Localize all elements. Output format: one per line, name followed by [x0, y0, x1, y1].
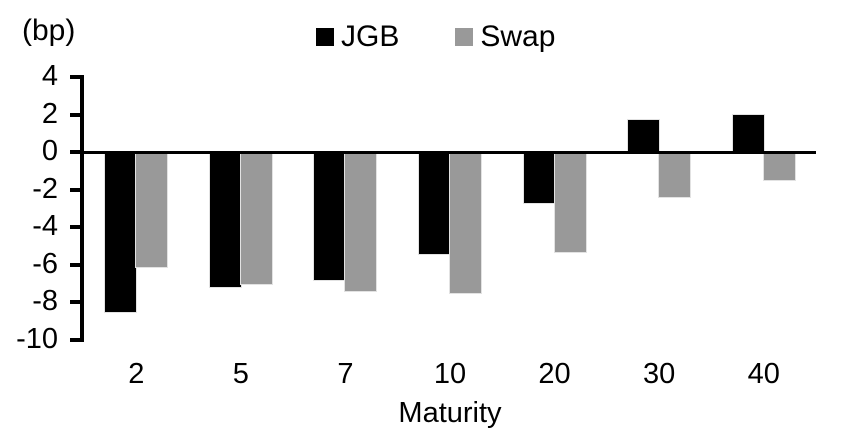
bar-jgb-20	[522, 151, 556, 204]
x-tick-label: 20	[538, 358, 571, 390]
bar-jgb-2	[104, 151, 138, 313]
x-tick-label: 7	[337, 358, 354, 390]
bar-jgb-30	[627, 119, 661, 154]
bar-jgb-10	[418, 151, 451, 255]
x-tick-label: 2	[128, 358, 145, 390]
bar-jgb-5	[208, 151, 242, 289]
y-tick-mark	[70, 187, 80, 192]
y-axis-unit-label: (bp)	[22, 14, 76, 47]
swap-swatch-icon	[455, 27, 474, 46]
legend-item-swap: Swap	[455, 20, 555, 53]
bar-swap-7	[344, 151, 378, 293]
y-tick-label: 2	[41, 97, 58, 130]
x-tick-label: 30	[643, 358, 676, 390]
y-tick-mark	[70, 150, 80, 155]
zero-axis-line	[80, 150, 816, 154]
legend-label-jgb: JGB	[341, 20, 400, 53]
x-axis-title: Maturity	[398, 397, 502, 429]
y-tick-label: -10	[16, 322, 58, 355]
legend: JGB Swap	[316, 20, 555, 53]
x-tick-label: 5	[232, 358, 249, 390]
legend-label-swap: Swap	[480, 20, 556, 53]
y-tick-label: -6	[32, 247, 58, 280]
bar-swap-2	[135, 151, 169, 268]
y-tick-label: 0	[41, 135, 58, 168]
x-axis-labels: 2 5 7 10 20 30 40	[84, 356, 816, 394]
legend-item-jgb: JGB	[316, 20, 399, 53]
x-tick-label: 40	[747, 358, 780, 390]
y-tick-label: 4	[41, 59, 58, 92]
y-tick-label: -4	[32, 210, 58, 243]
bar-jgb-7	[313, 151, 347, 281]
bar-swap-10	[449, 151, 482, 295]
y-tick-mark	[70, 75, 80, 79]
y-tick-mark	[70, 338, 80, 342]
y-axis-labels: 4 2 0 -2 -4 -6 -8 -10	[0, 61, 84, 353]
bar-swap-20	[553, 151, 587, 253]
bar-swap-30	[658, 151, 692, 199]
plot-area	[80, 77, 816, 340]
bar-jgb-40	[731, 113, 765, 154]
y-tick-mark	[70, 112, 80, 117]
y-tick-mark	[70, 225, 80, 230]
y-tick-label: -2	[32, 172, 58, 205]
x-tick-label: 10	[433, 358, 467, 390]
y-axis-line	[80, 75, 84, 342]
y-tick-label: -8	[32, 285, 58, 318]
bar-swap-5	[239, 151, 273, 285]
y-tick-mark	[70, 262, 80, 267]
y-tick-mark	[70, 300, 80, 305]
bar-swap-40	[762, 151, 796, 182]
jgb-swatch-icon	[316, 27, 334, 46]
